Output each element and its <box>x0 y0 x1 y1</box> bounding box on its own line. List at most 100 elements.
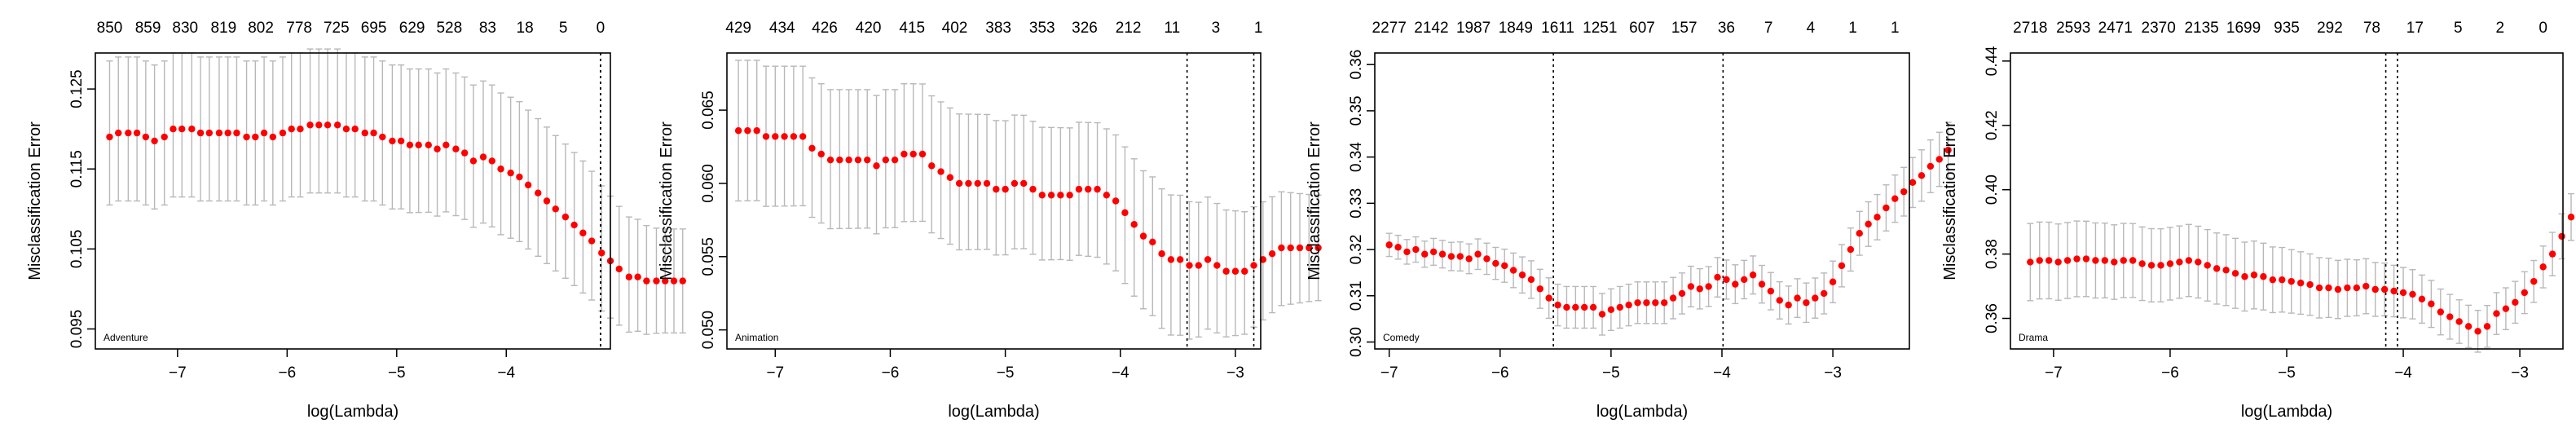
data-point <box>1545 294 1552 302</box>
data-point <box>2288 277 2295 285</box>
x-tick-label: −7 <box>766 364 784 382</box>
data-point <box>2502 305 2510 312</box>
top-axis-label: 3 <box>1212 20 1221 37</box>
data-point <box>653 277 660 285</box>
data-point <box>2418 295 2426 303</box>
data-point <box>744 127 751 135</box>
data-point <box>634 273 641 280</box>
y-tick-label: 0.115 <box>68 150 86 188</box>
data-point <box>2204 262 2211 269</box>
data-point <box>1149 238 1156 246</box>
data-point <box>679 277 686 285</box>
corner-genre-label: Adventure <box>103 332 148 343</box>
data-point <box>1130 221 1138 228</box>
data-point <box>864 156 871 164</box>
y-tick-label: 0.44 <box>1984 46 2001 76</box>
data-point <box>2269 276 2277 284</box>
data-point <box>2231 270 2239 277</box>
data-point <box>983 179 991 188</box>
data-point <box>873 162 880 170</box>
data-point <box>1652 299 1659 307</box>
data-point <box>1195 262 1202 269</box>
data-point <box>2260 273 2267 280</box>
data-point <box>1625 301 1632 309</box>
data-point <box>2474 328 2481 335</box>
x-axis-label: log(Lambda) <box>2241 403 2332 421</box>
top-axis-label: 819 <box>210 20 236 37</box>
y-axis-label: Misclassification Error <box>1941 121 1959 280</box>
data-point <box>279 129 287 137</box>
corner-genre-label: Comedy <box>1383 332 1420 343</box>
data-point <box>1002 185 1009 193</box>
data-point <box>1812 294 1819 302</box>
data-point <box>370 129 377 137</box>
data-point <box>1918 172 1926 179</box>
top-axis-label: 383 <box>985 20 1011 37</box>
data-point <box>2176 258 2183 266</box>
top-axis-label: 0 <box>2539 20 2547 37</box>
data-point <box>2483 323 2491 330</box>
data-point <box>1749 271 1757 279</box>
data-point <box>2325 284 2332 292</box>
plot-frame <box>95 52 611 350</box>
data-point <box>2344 284 2351 292</box>
data-point <box>106 133 113 141</box>
data-point <box>479 153 487 161</box>
data-point <box>1821 289 1828 298</box>
data-point <box>1634 299 1641 307</box>
data-point <box>1268 249 1276 258</box>
top-axis-label: 2471 <box>2098 20 2133 37</box>
data-point <box>2045 257 2053 264</box>
y-tick-label: 0.42 <box>1984 110 2001 140</box>
data-point <box>965 179 972 188</box>
plot-frame <box>726 52 1262 350</box>
y-tick-label: 0.38 <box>1984 239 2001 269</box>
data-point <box>2195 258 2202 266</box>
data-point <box>188 126 196 133</box>
data-point <box>1935 156 1943 163</box>
data-point <box>397 137 405 145</box>
data-point <box>799 133 807 140</box>
data-point <box>297 126 304 133</box>
x-tick-label: −5 <box>2278 364 2296 382</box>
data-point <box>178 126 186 133</box>
data-point <box>1222 267 1230 275</box>
data-point <box>2530 277 2538 285</box>
y-tick-label: 0.33 <box>1348 188 1365 218</box>
data-point <box>753 127 760 135</box>
data-point <box>2464 323 2473 330</box>
data-point <box>1794 294 1801 302</box>
data-point <box>615 265 623 273</box>
data-point <box>1865 220 1872 228</box>
data-point <box>2512 298 2519 306</box>
data-point <box>993 185 1000 193</box>
data-point <box>469 157 478 165</box>
top-axis-label: 859 <box>135 20 161 37</box>
top-axis-label: 0 <box>597 20 605 37</box>
data-point <box>2027 258 2034 266</box>
data-point <box>1121 209 1129 217</box>
top-axis-label: 1 <box>1891 20 1900 37</box>
data-point <box>452 145 460 152</box>
data-point <box>243 133 250 141</box>
corner-genre-label: Animation <box>735 332 778 343</box>
top-axis-label: 11 <box>1164 20 1180 37</box>
data-point <box>115 129 122 137</box>
top-axis-label: 2370 <box>2142 20 2176 37</box>
y-tick-label: 0.35 <box>1348 95 1365 126</box>
data-point <box>2567 214 2575 221</box>
top-axis-label: 426 <box>812 20 838 37</box>
data-point <box>836 156 843 164</box>
data-point <box>937 168 945 175</box>
data-point <box>1296 244 1304 252</box>
data-point <box>434 145 441 152</box>
data-point <box>324 121 332 129</box>
x-axis-label: log(Lambda) <box>307 403 399 421</box>
data-point <box>1403 248 1411 256</box>
data-point <box>1038 192 1046 199</box>
data-point <box>488 157 495 165</box>
plot-frame <box>2010 52 2564 350</box>
top-axis-label: 78 <box>2363 20 2380 37</box>
data-point <box>1944 146 1952 154</box>
top-axis-label: 1251 <box>1583 20 1617 37</box>
